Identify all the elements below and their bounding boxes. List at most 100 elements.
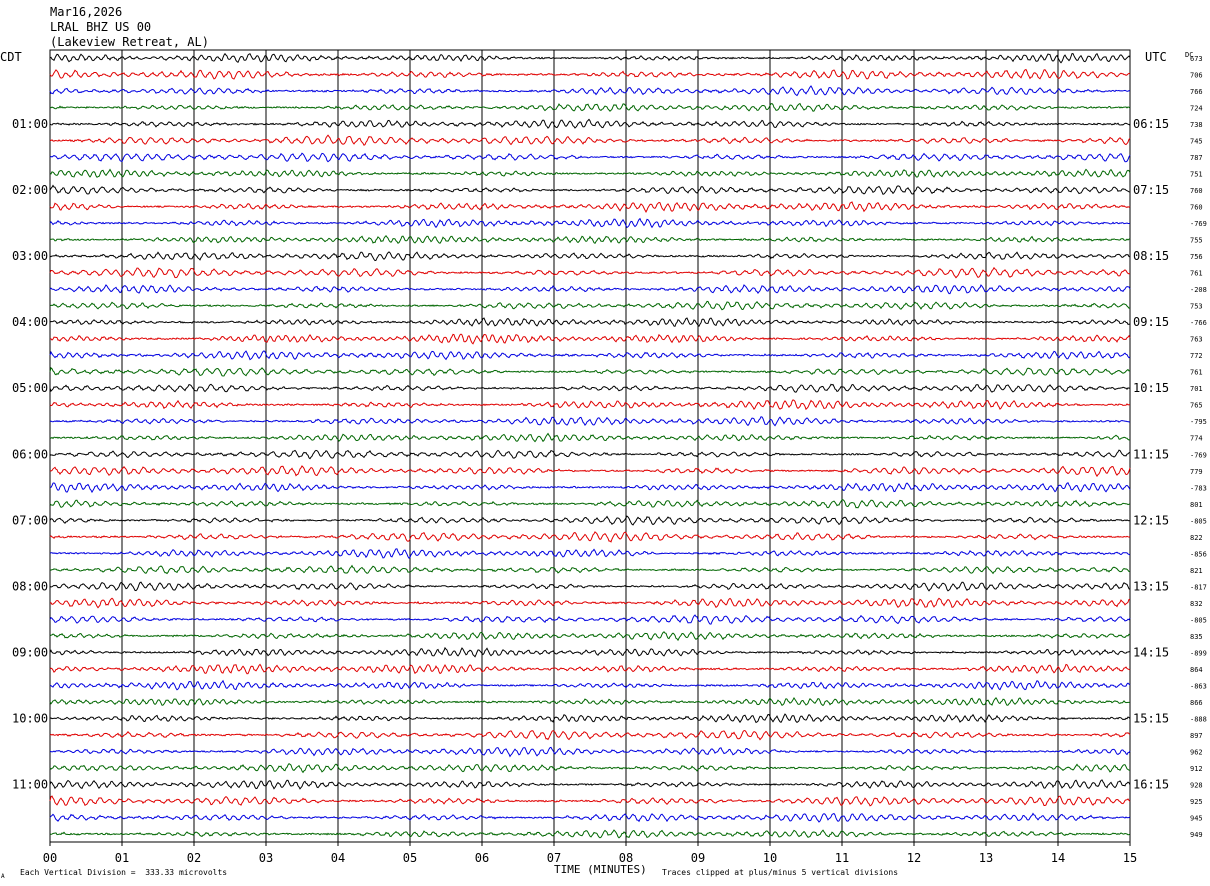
x-tick-label: 05 xyxy=(403,851,417,865)
seismic-trace xyxy=(49,564,1131,575)
dc-offset-value: 779 xyxy=(1190,468,1203,476)
right-hour-label: 09:15 xyxy=(1133,315,1169,329)
seismic-trace xyxy=(49,515,1131,526)
seismic-trace xyxy=(49,102,1131,112)
dc-offset-value: -769 xyxy=(1190,220,1207,228)
dc-offset-value: 912 xyxy=(1190,765,1203,773)
seismic-trace xyxy=(49,333,1131,345)
dc-offset-value: 774 xyxy=(1190,435,1203,443)
seismic-trace xyxy=(49,235,1131,244)
dc-offset-value: -208 xyxy=(1190,286,1207,294)
x-tick-label: 00 xyxy=(43,851,57,865)
seismic-trace xyxy=(49,763,1131,774)
seismic-trace xyxy=(49,367,1131,377)
seismic-trace xyxy=(49,829,1131,839)
seismic-trace xyxy=(49,746,1131,758)
dc-offset-value: -856 xyxy=(1190,550,1207,558)
seismic-trace xyxy=(49,85,1131,97)
dc-offset-value: -769 xyxy=(1190,451,1207,459)
corner-mark: A xyxy=(1,873,5,880)
left-hour-label: 02:00 xyxy=(12,183,48,197)
dc-offset-value: 766 xyxy=(1190,88,1203,96)
left-timezone-label: CDT xyxy=(0,50,22,64)
seismic-trace xyxy=(49,730,1131,741)
right-timezone-label: UTC xyxy=(1145,50,1167,64)
x-tick-label: 10 xyxy=(763,851,777,865)
left-hour-label: 05:00 xyxy=(12,381,48,395)
right-hour-label: 06:15 xyxy=(1133,117,1169,131)
right-hour-label: 11:15 xyxy=(1133,447,1169,461)
x-tick-label: 13 xyxy=(979,851,993,865)
x-tick-label: 14 xyxy=(1051,851,1065,865)
seismic-trace xyxy=(49,465,1131,478)
dc-offset-value: -783 xyxy=(1190,484,1207,492)
right-hour-label: 07:15 xyxy=(1133,183,1169,197)
dc-offset-value: 706 xyxy=(1190,72,1203,80)
seismic-trace xyxy=(49,266,1131,279)
header-location: (Lakeview Retreat, AL) xyxy=(50,35,209,49)
dc-offset-value: 761 xyxy=(1190,270,1203,278)
seismic-trace xyxy=(49,631,1131,642)
right-hour-label: 13:15 xyxy=(1133,579,1169,593)
dc-offset-value: 925 xyxy=(1190,798,1203,806)
seismic-trace xyxy=(49,779,1131,790)
dc-offset-value: 787 xyxy=(1190,154,1203,162)
dc-offset-value: -888 xyxy=(1190,715,1207,723)
dc-offset-value: 928 xyxy=(1190,781,1203,789)
dc-offset-value: -863 xyxy=(1190,682,1207,690)
dc-offset-value: 866 xyxy=(1190,699,1203,707)
left-hour-label: 01:00 xyxy=(12,117,48,131)
x-tick-label: 08 xyxy=(619,851,633,865)
dc-offset-value: 864 xyxy=(1190,666,1203,674)
dc-offset-value: 763 xyxy=(1190,336,1203,344)
seismic-trace xyxy=(49,168,1131,178)
dc-offset-value: 753 xyxy=(1190,303,1203,311)
right-hour-label: 16:15 xyxy=(1133,777,1169,791)
x-tick-label: 03 xyxy=(259,851,273,865)
left-hour-label: 07:00 xyxy=(12,513,48,527)
seismic-trace xyxy=(49,499,1131,509)
seismic-trace xyxy=(49,646,1131,658)
dc-offset-value: 822 xyxy=(1190,534,1203,542)
header-date: Mar16,2026 xyxy=(50,5,122,19)
x-tick-label: 12 xyxy=(907,851,921,865)
seismic-trace xyxy=(49,812,1131,823)
x-axis-label: TIME (MINUTES) xyxy=(554,863,647,876)
seismic-trace xyxy=(49,548,1131,559)
seismic-trace xyxy=(49,597,1131,609)
dc-offset-value: 897 xyxy=(1190,732,1203,740)
seismic-trace xyxy=(49,52,1131,64)
dc-offset-value: 751 xyxy=(1190,171,1203,179)
right-hour-label: 08:15 xyxy=(1133,249,1169,263)
x-tick-label: 02 xyxy=(187,851,201,865)
dc-offset-value: 760 xyxy=(1190,187,1203,195)
dc-offset-value: 673 xyxy=(1190,55,1203,63)
dc-offset-value: 745 xyxy=(1190,138,1203,146)
dc-offset-value: 765 xyxy=(1190,402,1203,410)
left-hour-label: 10:00 xyxy=(12,711,48,725)
x-tick-label: 07 xyxy=(547,851,561,865)
left-hour-labels: 01:00 02:00 03:00 04:00 05:00 06:00 07:00 08:00… xyxy=(12,117,48,791)
seismic-trace xyxy=(49,134,1131,146)
scale-note: Each Vertical Division = 333.33 microvol… xyxy=(20,868,227,877)
seismic-trace xyxy=(49,152,1131,163)
left-hour-label: 04:00 xyxy=(12,315,48,329)
seismic-trace xyxy=(49,713,1131,724)
dc-offset-value: 821 xyxy=(1190,567,1203,575)
dc-offset-value: 760 xyxy=(1190,204,1203,212)
dc-offset-value: 738 xyxy=(1190,121,1203,129)
seismic-trace xyxy=(49,663,1131,675)
seismic-trace xyxy=(49,531,1131,543)
x-tick-label: 01 xyxy=(115,851,129,865)
seismic-trace xyxy=(49,201,1131,213)
seismic-trace xyxy=(49,383,1131,393)
seismic-trace xyxy=(49,696,1131,707)
seismic-traces xyxy=(49,52,1131,839)
seismic-trace xyxy=(49,795,1131,807)
x-axis-ticks: 00 01 02 03 04 05 06 07 08 09 10 11 12 13 14 15 xyxy=(43,842,1137,865)
seismic-trace xyxy=(49,251,1131,262)
seismic-trace xyxy=(49,300,1131,311)
dc-offset-value: -766 xyxy=(1190,319,1207,327)
seismic-trace xyxy=(49,284,1131,295)
